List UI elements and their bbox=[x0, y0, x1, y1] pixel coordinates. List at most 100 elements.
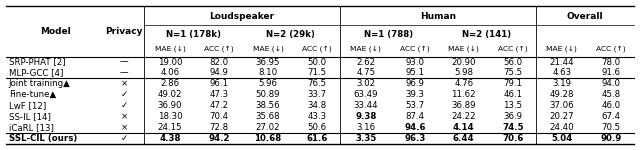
Text: ×: × bbox=[120, 112, 128, 121]
Text: SS-IL [14]: SS-IL [14] bbox=[9, 112, 51, 121]
Text: 3.35: 3.35 bbox=[355, 134, 376, 143]
Text: 24.22: 24.22 bbox=[451, 112, 476, 121]
Text: 87.4: 87.4 bbox=[405, 112, 424, 121]
Text: 2.86: 2.86 bbox=[161, 79, 180, 88]
Text: 91.6: 91.6 bbox=[601, 69, 620, 78]
Text: ×: × bbox=[120, 123, 128, 132]
Text: 94.2: 94.2 bbox=[208, 134, 230, 143]
Text: 75.5: 75.5 bbox=[503, 69, 522, 78]
Text: Joint training▲: Joint training▲ bbox=[9, 79, 70, 88]
Text: 50.0: 50.0 bbox=[307, 58, 326, 67]
Text: 76.5: 76.5 bbox=[307, 79, 326, 88]
Text: iCaRL [13]: iCaRL [13] bbox=[9, 123, 54, 132]
Text: 8.10: 8.10 bbox=[259, 69, 278, 78]
Text: 21.44: 21.44 bbox=[549, 58, 574, 67]
Text: 11.62: 11.62 bbox=[451, 90, 476, 99]
Text: 36.90: 36.90 bbox=[158, 101, 182, 110]
Text: 49.02: 49.02 bbox=[158, 90, 182, 99]
Text: 19.00: 19.00 bbox=[158, 58, 182, 67]
Text: SSL-CIL (ours): SSL-CIL (ours) bbox=[9, 134, 77, 143]
Text: 5.98: 5.98 bbox=[454, 69, 474, 78]
Text: ✓: ✓ bbox=[120, 90, 128, 99]
Text: 95.1: 95.1 bbox=[405, 69, 424, 78]
Text: 3.02: 3.02 bbox=[356, 79, 376, 88]
Text: 6.44: 6.44 bbox=[453, 134, 475, 143]
Text: 96.3: 96.3 bbox=[404, 134, 426, 143]
Text: 71.5: 71.5 bbox=[307, 69, 326, 78]
Text: 20.27: 20.27 bbox=[549, 112, 574, 121]
Text: 45.8: 45.8 bbox=[601, 90, 620, 99]
Text: N=1 (178k): N=1 (178k) bbox=[166, 30, 221, 39]
Text: N=2 (29k): N=2 (29k) bbox=[266, 30, 316, 39]
Text: MAE (↓): MAE (↓) bbox=[351, 46, 381, 52]
Text: 94.6: 94.6 bbox=[404, 123, 426, 132]
Text: 56.0: 56.0 bbox=[503, 58, 522, 67]
Text: Overall: Overall bbox=[566, 12, 603, 21]
Text: 70.5: 70.5 bbox=[601, 123, 620, 132]
Text: Privacy: Privacy bbox=[106, 27, 143, 36]
Text: 90.9: 90.9 bbox=[600, 134, 621, 143]
Text: 10.68: 10.68 bbox=[254, 134, 282, 143]
Text: 47.2: 47.2 bbox=[209, 101, 228, 110]
Text: 33.44: 33.44 bbox=[353, 101, 378, 110]
Text: 96.9: 96.9 bbox=[405, 79, 424, 88]
Text: 4.63: 4.63 bbox=[552, 69, 572, 78]
Text: 50.6: 50.6 bbox=[307, 123, 326, 132]
Text: 72.8: 72.8 bbox=[209, 123, 228, 132]
Text: 34.8: 34.8 bbox=[307, 101, 326, 110]
Text: 18.30: 18.30 bbox=[158, 112, 182, 121]
Text: 94.9: 94.9 bbox=[209, 69, 228, 78]
Text: MLP-GCC [4]: MLP-GCC [4] bbox=[9, 69, 63, 78]
Text: Model: Model bbox=[40, 27, 71, 36]
Text: 3.16: 3.16 bbox=[356, 123, 376, 132]
Text: 70.4: 70.4 bbox=[209, 112, 228, 121]
Text: MAE (↓): MAE (↓) bbox=[547, 46, 577, 52]
Text: 33.7: 33.7 bbox=[307, 90, 326, 99]
Text: ACC (↑): ACC (↑) bbox=[400, 46, 429, 52]
Text: 27.02: 27.02 bbox=[255, 123, 280, 132]
Text: 36.89: 36.89 bbox=[452, 101, 476, 110]
Text: ACC (↑): ACC (↑) bbox=[204, 46, 234, 52]
Text: 4.14: 4.14 bbox=[453, 123, 475, 132]
Text: 4.76: 4.76 bbox=[454, 79, 474, 88]
Text: ACC (↑): ACC (↑) bbox=[302, 46, 332, 52]
Text: 61.6: 61.6 bbox=[307, 134, 328, 143]
Text: 82.0: 82.0 bbox=[209, 58, 228, 67]
Text: 37.06: 37.06 bbox=[549, 101, 574, 110]
Text: LwF [12]: LwF [12] bbox=[9, 101, 46, 110]
Text: 49.28: 49.28 bbox=[550, 90, 574, 99]
Text: N=2 (141): N=2 (141) bbox=[462, 30, 511, 39]
Text: Fine-tune▲: Fine-tune▲ bbox=[9, 90, 56, 99]
Text: ACC (↑): ACC (↑) bbox=[498, 46, 527, 52]
Text: 79.1: 79.1 bbox=[503, 79, 522, 88]
Text: 5.96: 5.96 bbox=[259, 79, 278, 88]
Text: 24.40: 24.40 bbox=[549, 123, 574, 132]
Text: Human: Human bbox=[420, 12, 456, 21]
Text: 38.56: 38.56 bbox=[255, 101, 280, 110]
Text: 70.6: 70.6 bbox=[502, 134, 524, 143]
Text: 13.5: 13.5 bbox=[503, 101, 522, 110]
Text: 47.3: 47.3 bbox=[209, 90, 228, 99]
Text: —: — bbox=[120, 58, 129, 67]
Text: SRP-PHAT [2]: SRP-PHAT [2] bbox=[9, 58, 65, 67]
Text: 20.90: 20.90 bbox=[452, 58, 476, 67]
Text: MAE (↓): MAE (↓) bbox=[253, 46, 284, 52]
Text: ACC (↑): ACC (↑) bbox=[596, 46, 625, 52]
Text: 63.49: 63.49 bbox=[354, 90, 378, 99]
Text: 39.3: 39.3 bbox=[405, 90, 424, 99]
Text: 24.15: 24.15 bbox=[158, 123, 182, 132]
Text: 43.3: 43.3 bbox=[307, 112, 326, 121]
Text: 96.1: 96.1 bbox=[209, 79, 228, 88]
Text: 46.0: 46.0 bbox=[601, 101, 620, 110]
Text: 74.5: 74.5 bbox=[502, 123, 524, 132]
Text: 36.9: 36.9 bbox=[503, 112, 522, 121]
Text: 5.04: 5.04 bbox=[551, 134, 572, 143]
Text: ✓: ✓ bbox=[120, 101, 128, 110]
Text: N=1 (788): N=1 (788) bbox=[364, 30, 413, 39]
Text: 50.89: 50.89 bbox=[256, 90, 280, 99]
Text: 2.62: 2.62 bbox=[356, 58, 376, 67]
Text: MAE (↓): MAE (↓) bbox=[449, 46, 479, 52]
Text: 67.4: 67.4 bbox=[601, 112, 620, 121]
Text: 3.19: 3.19 bbox=[552, 79, 572, 88]
Text: 53.7: 53.7 bbox=[405, 101, 424, 110]
